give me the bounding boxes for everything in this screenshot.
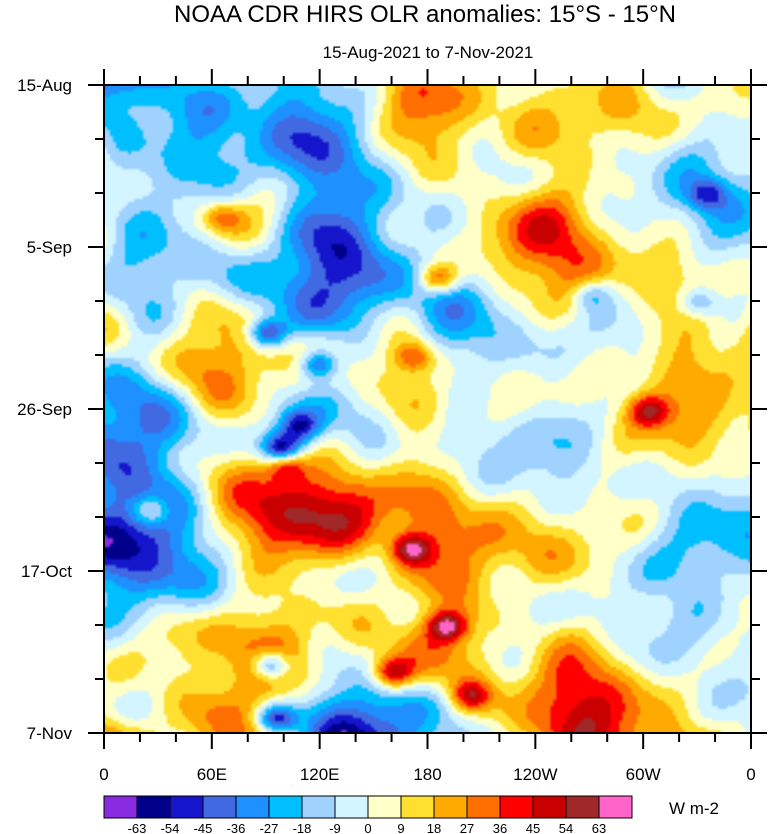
- colorbar-swatch: [136, 795, 171, 819]
- y-tick-label: 7-Nov: [27, 724, 73, 743]
- colorbar-level-label: -18: [293, 821, 312, 834]
- colorbar-level-label: 45: [526, 821, 540, 834]
- colorbar-swatch: [466, 795, 501, 819]
- x-tick-label: 120E: [300, 765, 340, 784]
- colorbar-swatch: [103, 795, 138, 819]
- colorbar-level-label: 9: [397, 821, 404, 834]
- colorbar-swatch: [433, 795, 468, 819]
- colorbar-level-label: -63: [128, 821, 147, 834]
- colorbar-level-label: 54: [559, 821, 573, 834]
- x-tick-label: 60E: [197, 765, 227, 784]
- y-tick-label: 5-Sep: [27, 238, 72, 257]
- chart-subtitle: 15-Aug-2021 to 7-Nov-2021: [323, 43, 534, 62]
- x-tick-label: 180: [413, 765, 441, 784]
- x-tick-label: 120W: [513, 765, 557, 784]
- colorbar-swatch: [235, 795, 270, 819]
- colorbar-level-label: 27: [460, 821, 474, 834]
- x-tick-label: 0: [99, 765, 108, 784]
- colorbar-level-label: 0: [364, 821, 371, 834]
- x-axis: 0 60E 120E 180 120W 60W 0: [99, 69, 756, 784]
- colorbar-level-label: 36: [493, 821, 507, 834]
- colorbar-level-label: -45: [194, 821, 213, 834]
- colorbar-swatch: [301, 795, 336, 819]
- colorbar-swatch: [367, 795, 402, 819]
- colorbar-swatch: [169, 795, 204, 819]
- y-tick-label: 15-Aug: [17, 76, 72, 95]
- colorbar-level-label: -27: [260, 821, 279, 834]
- colorbar-level-label: -36: [227, 821, 246, 834]
- colorbar-swatch: [598, 795, 633, 819]
- colorbar-swatch: [334, 795, 369, 819]
- colorbar-swatch: [202, 795, 237, 819]
- colorbar-swatch: [268, 795, 303, 819]
- colorbar-swatch: [499, 795, 534, 819]
- colorbar: -63 -54 -45 -36 -27 -18 -9 0 9 18 27 36 45 54 63: [103, 795, 633, 834]
- plot-area: [103, 84, 752, 734]
- olr-anomaly-field: [104, 85, 751, 733]
- x-tick-label: 0: [746, 765, 755, 784]
- colorbar-level-label: 63: [592, 821, 606, 834]
- colorbar-level-label: -54: [161, 821, 180, 834]
- y-axis: 15-Aug 5-Sep 26-Sep 17-Oct 7-Nov: [17, 76, 767, 743]
- colorbar-swatch: [532, 795, 567, 819]
- colorbar-level-label: 18: [427, 821, 441, 834]
- chart-title: NOAA CDR HIRS OLR anomalies: 15°S - 15°N: [174, 1, 676, 28]
- y-tick-label: 17-Oct: [21, 562, 72, 581]
- colorbar-swatch: [565, 795, 600, 819]
- y-tick-label: 26-Sep: [17, 400, 72, 419]
- colorbar-level-label: -9: [329, 821, 341, 834]
- colorbar-swatch: [400, 795, 435, 819]
- colorbar-units: W m-2: [669, 799, 719, 818]
- x-tick-label: 60W: [626, 765, 661, 784]
